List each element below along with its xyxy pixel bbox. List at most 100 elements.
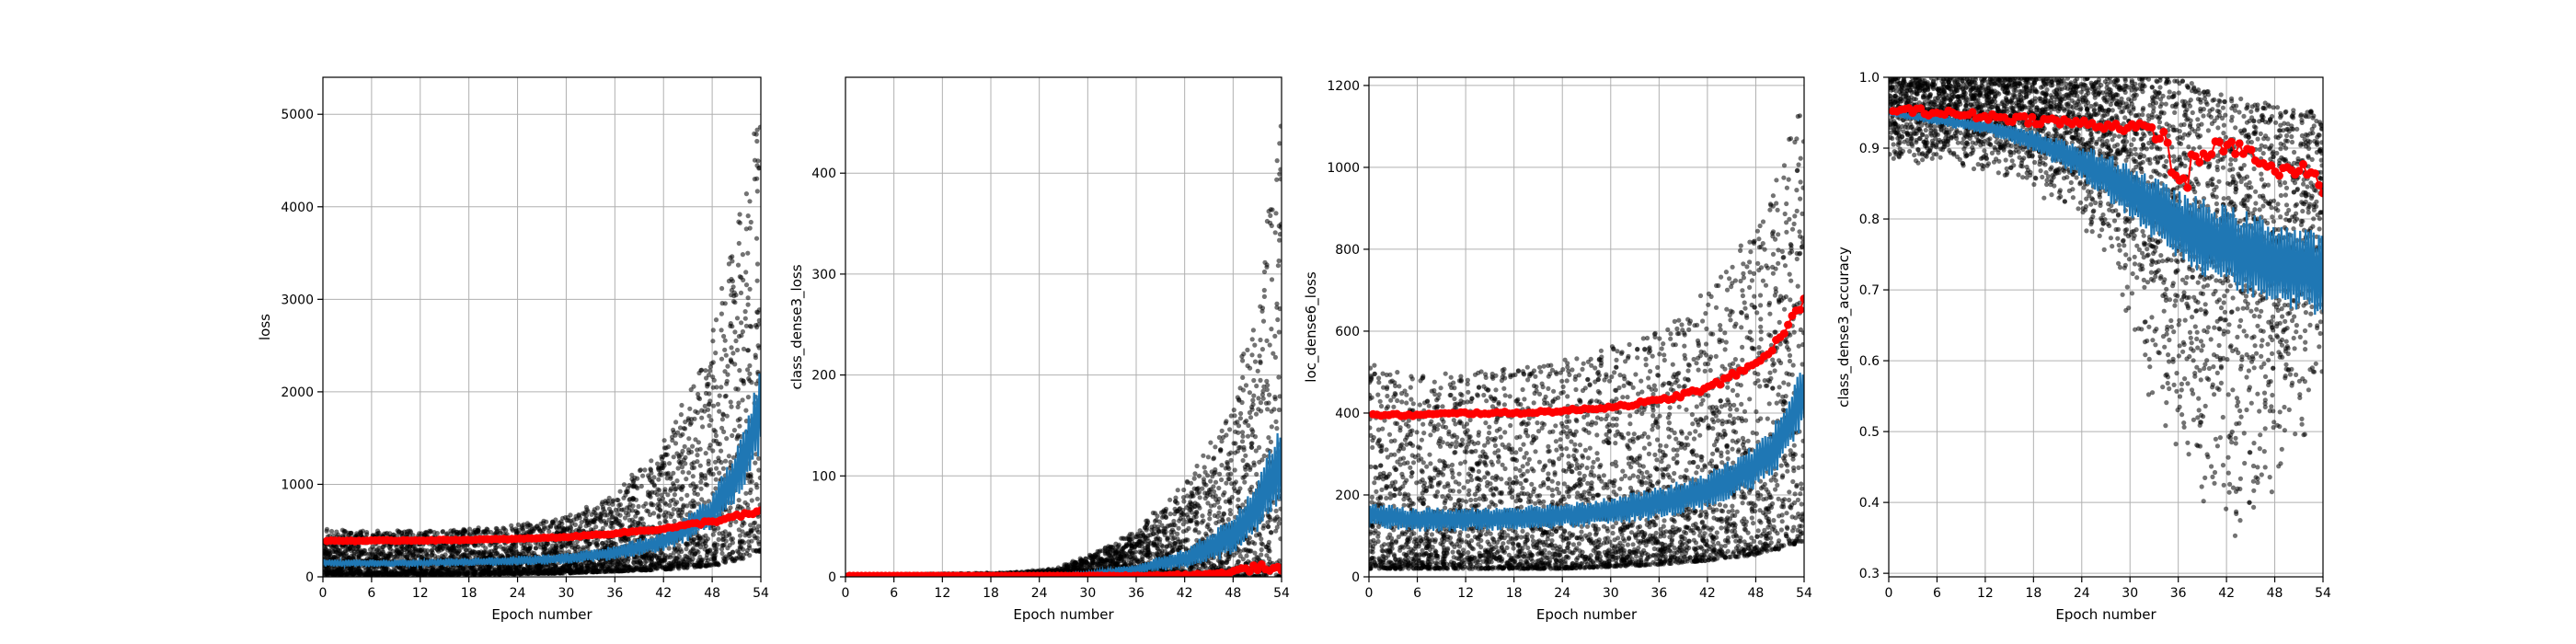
scatter-point	[675, 466, 681, 471]
scatter-point	[710, 448, 716, 454]
scatter-point	[756, 539, 761, 545]
scatter-point	[673, 441, 679, 446]
scatter-point	[676, 554, 682, 559]
scatter-point	[501, 546, 507, 551]
scatter-point	[686, 436, 692, 442]
scatter-point	[600, 504, 606, 510]
scatter-point	[754, 127, 760, 132]
scatter-point	[477, 566, 483, 571]
scatter-point	[688, 420, 694, 426]
scatter-point	[483, 549, 489, 556]
scatter-point	[742, 533, 748, 538]
scatter-point	[519, 524, 524, 530]
scatter-point	[608, 539, 614, 546]
scatter-point	[687, 562, 693, 568]
scatter-point	[713, 317, 719, 323]
scatter-point	[605, 499, 611, 504]
scatter-point	[730, 432, 735, 439]
scatter-point	[706, 373, 712, 378]
scatter-point	[681, 426, 687, 431]
scatter-point	[710, 374, 716, 380]
scatter-point	[664, 471, 671, 477]
scatter-point	[698, 475, 705, 481]
scatter-point	[466, 547, 473, 553]
scatter-point	[653, 561, 660, 567]
scatter-point	[633, 509, 638, 514]
scatter-point	[638, 521, 643, 526]
scatter-point	[754, 496, 760, 501]
scatter-point	[745, 348, 752, 353]
scatter-point	[753, 323, 759, 328]
scatter-point	[511, 570, 516, 577]
scatter-point	[640, 473, 646, 478]
scatter-point	[592, 515, 599, 522]
scatter-point	[630, 568, 636, 573]
validation-series	[323, 506, 761, 546]
scatter-point	[710, 328, 716, 333]
scatter-point	[621, 507, 627, 512]
scatter-point	[585, 520, 591, 525]
scatter-point	[642, 559, 648, 565]
scatter-point	[691, 384, 696, 389]
scatter-point	[425, 548, 431, 554]
scatter-point	[735, 548, 741, 554]
scatter-point	[712, 556, 718, 562]
scatter-point	[752, 157, 758, 163]
scatter-point	[736, 240, 742, 247]
scatter-point	[663, 514, 669, 520]
scatter-point	[757, 502, 761, 508]
scatter-point	[354, 532, 360, 537]
scatter-point	[558, 547, 565, 553]
scatter-point	[512, 552, 518, 558]
scatter-point	[684, 546, 689, 552]
scatter-point	[737, 423, 742, 429]
scatter-point	[656, 477, 661, 482]
scatter-point	[564, 564, 569, 569]
scatter-point	[745, 295, 751, 301]
scatter-point	[695, 459, 700, 465]
scatter-point	[757, 475, 761, 480]
scatter-point	[695, 409, 700, 416]
scatter-point	[694, 548, 700, 554]
scatter-point	[638, 467, 643, 473]
scatter-point	[722, 369, 728, 374]
scatter-point	[594, 505, 601, 511]
scatter-point	[737, 368, 742, 374]
scatter-point	[728, 321, 733, 327]
scatter-point	[719, 425, 725, 431]
scatter-point	[755, 523, 761, 529]
scatter-point	[405, 554, 410, 559]
scatter-point	[541, 523, 547, 530]
scatter-point	[610, 524, 615, 531]
scatter-point	[723, 458, 729, 464]
scatter-point	[443, 552, 448, 558]
scatter-point	[742, 500, 748, 505]
scatter-point	[648, 567, 654, 573]
scatter-point	[756, 166, 761, 171]
scatter-point	[599, 541, 605, 546]
scatter-point	[680, 431, 685, 437]
scatter-point	[721, 542, 727, 547]
scatter-point	[740, 397, 745, 403]
scatter-point	[655, 501, 661, 507]
scatter-point	[673, 432, 678, 438]
scatter-point	[638, 563, 643, 569]
scatter-point	[702, 408, 707, 414]
scatter-point	[734, 316, 741, 321]
scatter-point	[740, 519, 746, 525]
scatter-point	[516, 570, 523, 577]
scatter-point	[692, 416, 697, 421]
scatter-point	[735, 404, 741, 409]
scatter-point	[747, 286, 753, 292]
scatter-point	[744, 547, 751, 553]
scatter-point	[528, 529, 534, 535]
scatter-point	[754, 309, 760, 315]
scatter-point	[579, 520, 584, 525]
scatter-point	[550, 520, 556, 526]
plot-area	[845, 123, 1282, 577]
scatter-point	[553, 562, 558, 568]
scatter-point	[661, 558, 667, 563]
scatter-point	[581, 546, 587, 553]
scatter-point	[656, 512, 661, 519]
scatter-point	[621, 482, 627, 488]
